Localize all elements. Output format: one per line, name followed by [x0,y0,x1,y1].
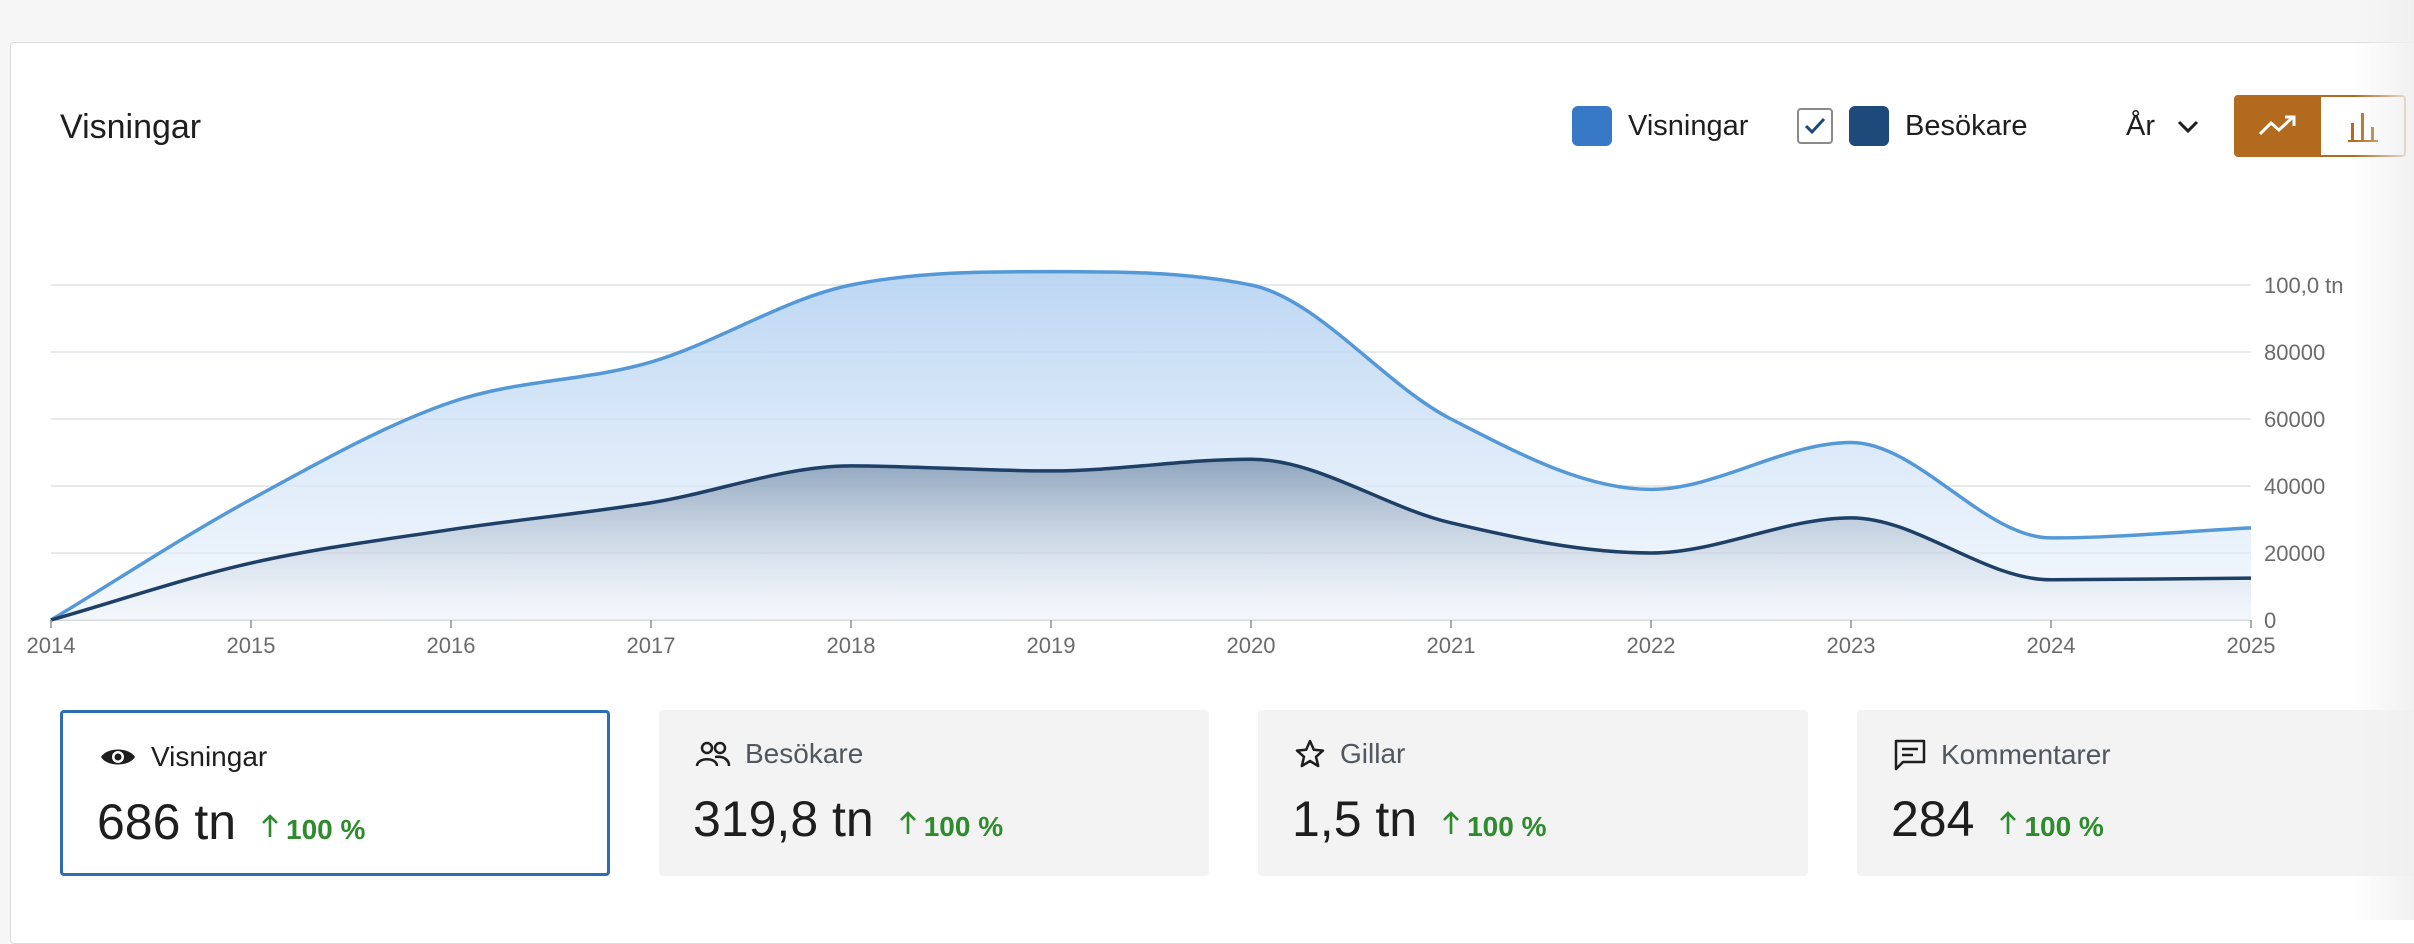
line-chart-icon [2258,115,2295,136]
eye-icon [101,749,135,765]
legend-besokare[interactable]: Besökare [1797,106,2028,146]
page-title: Visningar [60,108,202,146]
legend-label-visningar: Visningar [1628,109,1749,142]
checkmark-icon [1804,117,1826,135]
legend-swatch-besokare [1849,106,1889,146]
legend-visningar: Visningar [1572,106,1748,146]
y-tick-label: 20000 [2264,541,2325,566]
x-tick-label: 2024 [2027,633,2076,658]
stat-label: Kommentarer [1941,739,2111,770]
legend-label-besokare: Besökare [1905,109,2028,142]
stat-besokare[interactable]: Besökare 319,8 tn 100 % [659,710,1209,876]
line-chart-button[interactable] [2236,97,2319,155]
stat-head: Kommentarer [1893,738,2111,772]
x-tick-label: 2014 [27,633,76,658]
stat-delta-text: 100 % [2024,811,2104,842]
stat-delta: 100 % [1441,810,1547,843]
stat-value: 284 [1891,791,1975,847]
stat-delta: 100 % [1998,810,2104,843]
x-tick-label: 2022 [1627,633,1676,658]
arrow-up-icon [262,814,278,837]
y-tick-label: 0 [2264,608,2276,633]
period-select[interactable]: År [2126,110,2199,143]
stat-delta: 100 % [898,810,1003,843]
people-icon [695,741,731,767]
y-tick-label: 40000 [2264,474,2325,499]
chevron-down-icon [2177,120,2199,133]
stat-value-row: 686 tn 100 % [97,793,365,851]
stat-delta-text: 100 % [286,814,366,845]
stat-delta-text: 100 % [923,811,1004,842]
x-tick-label: 2020 [1227,633,1276,658]
series-line-2 [50,457,2252,622]
area-chart: 0 20000 40000 60000 80000 100,0 tn 2014 2015 20… [27,269,2344,658]
stat-value: 1,5 tn [1292,791,1418,847]
stat-visningar[interactable]: Visningar 686 tn 100 % [60,710,610,876]
x-tick-label: 2015 [227,633,276,658]
x-tick-label: 2017 [627,633,676,658]
x-tick-label: 2016 [427,633,476,658]
arrow-up-icon [2000,811,2017,834]
stat-head: Besökare [695,738,863,770]
stat-kommentarer[interactable]: Kommentarer 284 100 % [1857,710,2414,876]
x-tick-label: 2018 [827,633,876,658]
scroll-fade [2354,0,2414,920]
arrow-up-icon [1443,811,1460,834]
stat-head: Visningar [99,741,267,773]
stat-value: 686 tn [97,794,237,850]
series-area-2 [51,459,2251,620]
stat-head: Gillar [1294,738,1405,770]
x-tick-label: 2021 [1427,633,1476,658]
stat-label: Besökare [745,738,864,769]
legend-swatch-visningar [1572,106,1612,146]
y-tick-label: 80000 [2264,340,2325,365]
stat-label: Visningar [151,741,268,772]
stat-value-row: 284 100 % [1891,790,2104,848]
arrow-up-icon [899,811,916,834]
y-tick-label: 100,0 tn [2264,273,2344,298]
besokare-checkbox[interactable] [1797,108,1833,144]
comment-icon [1894,739,1926,771]
stat-value-row: 319,8 tn 100 % [693,790,1003,848]
stat-value: 319,8 tn [693,791,874,847]
stat-gillar[interactable]: Gillar 1,5 tn 100 % [1258,710,1808,876]
x-tick-label: 2023 [1827,633,1876,658]
series-line-1 [50,269,2252,622]
stat-delta: 100 % [260,813,365,846]
stat-delta-text: 100 % [1467,811,1547,842]
stat-label: Gillar [1340,738,1406,769]
x-tick-label: 2025 [2227,633,2276,658]
star-icon [1295,739,1325,768]
stat-value-row: 1,5 tn 100 % [1292,790,1547,848]
x-tick-label: 2019 [1027,633,1076,658]
y-tick-label: 60000 [2264,407,2325,432]
period-label: År [2126,110,2155,142]
